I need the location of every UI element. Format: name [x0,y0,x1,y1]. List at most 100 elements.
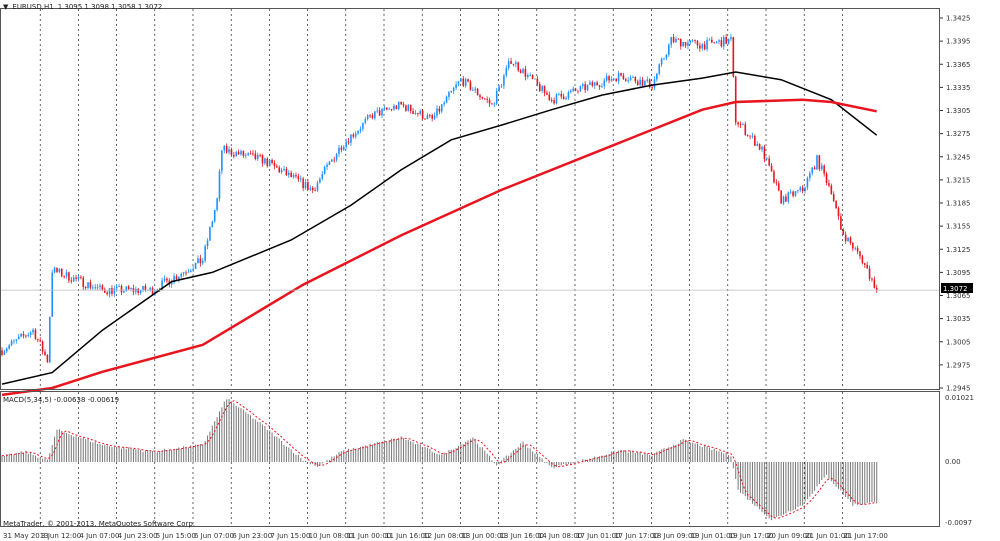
candle-body [739,124,742,126]
candle-body [393,105,395,110]
candle-body [636,81,639,85]
candle-body [254,153,257,160]
candle-body [868,268,871,279]
price-tick-label: 1.3215 [946,176,971,184]
macd-tick-label: 0.01021 [945,394,974,402]
candle-body [572,88,575,91]
candle-body [82,277,85,287]
candle-body [476,88,479,96]
candle-body [854,248,857,249]
candle-body [469,81,472,91]
candle-body [276,166,278,168]
candle-body [610,79,613,81]
time-tick-label: 17 Jun 01:00 [576,532,620,540]
candle-body [362,122,364,129]
candle-body [103,289,106,293]
candle-body [844,234,847,242]
candle-body [811,167,814,174]
candle-body [584,84,586,91]
candle-body [41,341,44,352]
candle-body [335,153,338,160]
main-panel-border [0,8,940,390]
candle-body [170,282,173,285]
candle-body [182,272,185,274]
candle-body [1,350,3,355]
candle-body [46,355,49,363]
candle-body [137,288,140,293]
candle-body [486,99,488,101]
price-tick-label: 1.3335 [946,84,971,92]
time-tick-label: 21 Jun 01:00 [805,532,849,540]
candle-body [658,64,661,74]
candle-body [720,40,723,47]
candle-body [20,333,22,337]
time-tick-label: 13 Jun 16:00 [500,532,544,540]
candle-body [175,276,178,280]
candle-body [412,111,414,114]
candle-body [266,158,269,167]
candle-body [369,115,371,117]
candle-body [715,41,718,44]
current-price-tag [941,283,973,293]
time-tick-label: 10 Jun 08:00 [309,532,353,540]
ma-slow-line [1,98,877,397]
candle-body [460,78,462,82]
candle-body [639,79,641,85]
candle-body [209,227,211,241]
candle-body [734,76,737,123]
candle-body [863,263,866,265]
candle-body [225,146,228,153]
candle-body [8,345,10,349]
candle-body [199,258,202,264]
candle-body [92,287,94,289]
candle-body [366,115,369,120]
candle-body [125,286,128,292]
candle-body [503,75,505,86]
candle-body [87,282,89,289]
candle-body [156,289,159,292]
candle-body [194,262,197,269]
candle-body [204,246,206,261]
candle-body [302,178,304,189]
candle-body [574,88,577,91]
candle-body [742,124,744,125]
candle-body [72,277,75,282]
candle-body [699,45,701,49]
candle-body [462,78,465,87]
candle-body [751,135,754,137]
candle-body [357,130,359,134]
candle-body [799,187,802,191]
candle-body [264,158,266,164]
candle-body [240,151,242,155]
candle-body [553,100,555,104]
time-tick-label: 12 Jun 08:00 [423,532,467,540]
candle-body [527,75,529,77]
time-tick-label: 20 Jun 09:00 [767,532,811,540]
candle-body [722,37,725,47]
candle-body [280,170,283,173]
candle-body [342,147,345,150]
candle-body [663,58,665,59]
grid-lines [39,9,843,526]
candle-body [58,268,61,272]
candle-body [794,191,797,196]
candle-body [268,159,271,167]
candle-body [828,183,830,186]
dropdown-triangle-icon[interactable]: ▼ [3,3,9,11]
candle-body [517,62,520,71]
candle-body [68,272,70,281]
candle-body [837,207,840,217]
candle-body [27,334,30,336]
candle-body [51,272,53,317]
candle-body [694,40,696,42]
candle-body [825,173,828,184]
candle-body [321,173,324,179]
candle-body [448,92,450,97]
candle-body [374,111,376,119]
candle-body [787,192,790,202]
candle-body [797,190,799,192]
macd-axis: 0.01021 0.00 -0.0097 [945,394,974,527]
candle-body [632,77,634,78]
time-tick-label: 4 Jun 23:00 [118,532,158,540]
